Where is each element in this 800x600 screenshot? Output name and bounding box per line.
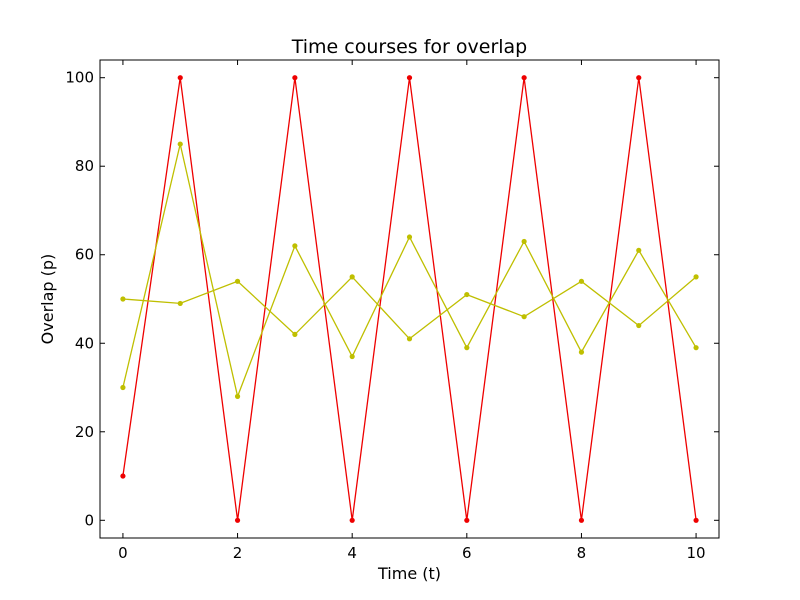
series-1-point — [292, 75, 298, 81]
series-1-point — [120, 473, 126, 479]
series-2-point — [521, 238, 527, 245]
x-tick-label: 10 — [687, 544, 706, 562]
chart-title: Time courses for overlap — [291, 36, 528, 58]
series-2-point — [234, 393, 241, 399]
y-tick-label: 0 — [84, 511, 94, 529]
x-tick-label: 6 — [462, 544, 472, 562]
series-3-line — [122, 275, 697, 340]
series-2-point — [177, 141, 183, 147]
series-3-point — [234, 278, 241, 284]
y-tick-label: 40 — [75, 334, 94, 352]
series-1-point — [349, 517, 355, 523]
series-2-line — [122, 143, 697, 399]
x-tick-label: 4 — [347, 544, 357, 562]
y-axis-label: Overlap (p) — [38, 254, 57, 345]
series-1-point — [464, 517, 470, 523]
series-1-point — [578, 517, 585, 523]
series-2-point — [349, 353, 355, 360]
series-3-point — [177, 300, 183, 307]
y-tick-label: 60 — [75, 246, 94, 264]
series-1-line — [122, 77, 697, 521]
x-axis-label: Time (t) — [377, 564, 441, 583]
series-2-point — [578, 349, 585, 355]
series-1-point — [406, 75, 413, 81]
x-tick-label: 0 — [118, 544, 128, 562]
series-3-point — [120, 296, 126, 302]
series-2-point — [406, 234, 413, 240]
y-tick-label: 80 — [75, 157, 94, 175]
series-1-point — [521, 75, 527, 81]
x-tick-label: 2 — [233, 544, 243, 562]
series-1-point — [177, 75, 183, 81]
x-tick-label: 8 — [577, 544, 587, 562]
y-tick-label: 100 — [65, 69, 94, 87]
series-2-point — [693, 345, 699, 351]
y-tick-label: 20 — [75, 423, 94, 441]
series-3-point — [578, 278, 585, 284]
series-1-point — [234, 517, 241, 523]
series-3-point — [693, 274, 699, 280]
series-1-point — [693, 517, 699, 523]
series-1-point — [636, 75, 642, 81]
series-2-point — [120, 384, 126, 391]
series-3-point — [292, 331, 298, 338]
series-2-point — [292, 243, 298, 249]
series-3-point — [349, 274, 355, 280]
series-3-point — [521, 314, 527, 320]
series-3-point — [406, 336, 413, 342]
series-2-point — [464, 345, 470, 351]
series-2-point — [636, 247, 642, 253]
series-3-point — [464, 291, 470, 298]
axes-frame — [99, 59, 720, 539]
series-3-point — [636, 322, 642, 329]
